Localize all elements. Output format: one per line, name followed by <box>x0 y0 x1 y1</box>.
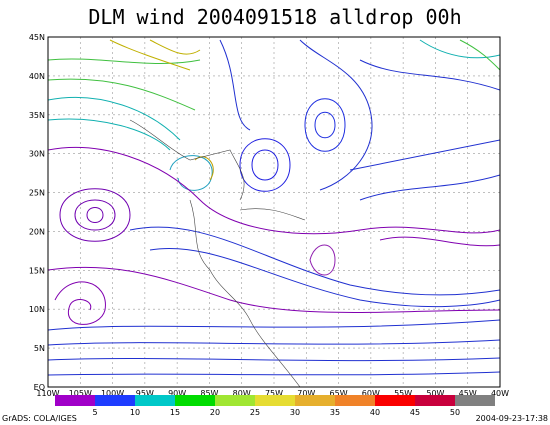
colorbar-swatch <box>375 395 415 406</box>
colorbar-label: 40 <box>370 408 380 417</box>
footer-left: GrADS: COLA/IGES <box>2 414 77 423</box>
lon-label: 75W <box>265 389 283 398</box>
lat-label: 45N <box>29 33 45 42</box>
lon-label: 40W <box>491 389 509 398</box>
colorbar-label: 10 <box>130 408 140 417</box>
lon-label: 70W <box>297 389 315 398</box>
colorbar-label: 50 <box>450 408 460 417</box>
lat-label: 35N <box>29 111 45 120</box>
colorbar-label: 35 <box>330 408 340 417</box>
colorbar-label: 30 <box>290 408 300 417</box>
colorbar-swatch <box>455 395 495 406</box>
lon-label: 50W <box>426 389 444 398</box>
colorbar-swatch <box>255 395 295 406</box>
colorbar: 5 10 15 20 25 30 35 40 45 50 <box>55 395 495 417</box>
footer-right: 2004-09-23-17:38 <box>476 414 548 423</box>
lat-label: EQ <box>34 383 45 392</box>
colorbar-swatch <box>135 395 175 406</box>
lon-label: 45W <box>459 389 477 398</box>
colorbar-label: 20 <box>210 408 220 417</box>
lon-label: 90W <box>168 389 186 398</box>
lat-label: 20N <box>29 227 45 236</box>
lon-label: 80W <box>233 389 251 398</box>
lon-label: 105W <box>69 389 92 398</box>
lat-label: 10N <box>29 305 45 314</box>
colorbar-swatch <box>415 395 455 406</box>
lat-label: 30N <box>29 150 45 159</box>
lon-label: 85W <box>200 389 218 398</box>
lon-label: 65W <box>330 389 348 398</box>
colorbar-label: 45 <box>410 408 420 417</box>
lon-label: 60W <box>362 389 380 398</box>
colorbar-swatch <box>95 395 135 406</box>
plot-frame <box>47 36 501 388</box>
map-title: DLM wind 2004091518 alldrop 00h <box>88 5 461 29</box>
colorbar-swatch <box>55 395 95 406</box>
colorbar-swatch <box>215 395 255 406</box>
colorbar-label: 5 <box>92 408 97 417</box>
colorbar-label: 25 <box>250 408 260 417</box>
lon-label: 100W <box>101 389 124 398</box>
lat-label: 5N <box>34 344 45 353</box>
lon-label: 110W <box>36 389 59 398</box>
lat-label: 25N <box>29 189 45 198</box>
streamlines <box>48 39 500 387</box>
colorbar-swatch <box>335 395 375 406</box>
axis-labels: EQ 5N 10N 15N 20N 25N 30N 35N 40N 45N 110W 105W 100W… <box>29 33 509 398</box>
lon-label: 95W <box>136 389 154 398</box>
colorbar-label: 15 <box>170 408 180 417</box>
lat-label: 15N <box>29 266 45 275</box>
lat-label: 40N <box>29 72 45 81</box>
colorbar-swatch <box>175 395 215 406</box>
lon-label: 55W <box>394 389 412 398</box>
colorbar-swatch <box>295 395 335 406</box>
